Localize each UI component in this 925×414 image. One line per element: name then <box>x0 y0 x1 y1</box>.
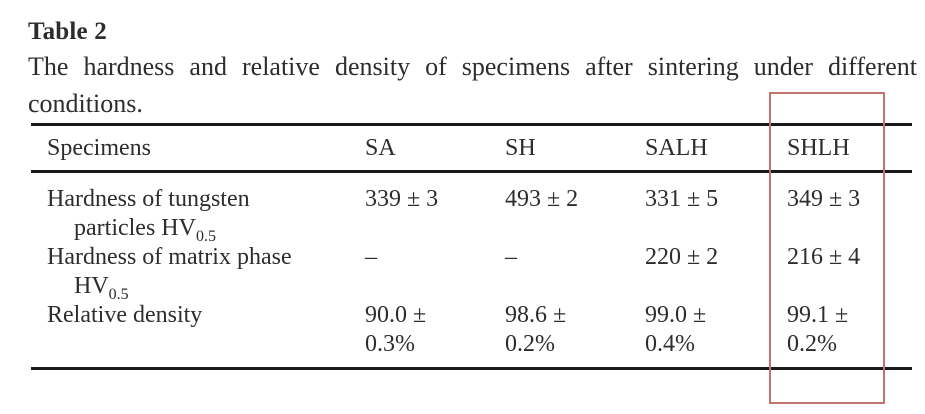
column-header-salh: SALH <box>645 134 708 161</box>
row-label: Hardness of matrix phase HV0.5 <box>31 243 365 303</box>
table-header-row: Specimens SA SH SALH SHLH <box>31 126 912 173</box>
hv-subscript: 0.5 <box>108 285 129 303</box>
table-row-relative-density: Relative density 90.0 ± 0.3% 98.6 ± 0.2%… <box>31 301 912 359</box>
column-header-specimens: Specimens <box>47 134 151 161</box>
column-header-sa: SA <box>365 134 396 161</box>
cell-value-line-1: – <box>505 244 517 270</box>
data-table: Specimens SA SH SALH SHLH Hardness of tu… <box>31 123 912 370</box>
cell-value-line-1: 339 ± 3 <box>365 186 439 212</box>
cell-value-line-1: 331 ± 5 <box>645 186 719 212</box>
row-label: Relative density <box>31 301 365 359</box>
cell-value-line-1: – <box>365 244 377 270</box>
row-label-line-2: particles HV0.5 <box>47 214 365 245</box>
row-label: Hardness of tungsten particles HV0.5 <box>31 185 365 245</box>
cell-value: 98.6 ± 0.2% <box>505 301 645 359</box>
cell-value-line-1: 349 ± 3 <box>787 186 861 212</box>
cell-value: – <box>365 243 505 301</box>
cell-value: – <box>505 243 645 301</box>
cell-value-line-1: 99.1 ± <box>787 302 849 328</box>
row-label-line-2: HV0.5 <box>47 272 365 303</box>
row-label-line-1: Hardness of matrix phase <box>47 244 292 270</box>
cell-value-line-2: 0.2% <box>505 331 555 357</box>
cell-value: 331 ± 5 <box>645 185 787 243</box>
table-title: Table 2 <box>28 18 107 45</box>
cell-value: 493 ± 2 <box>505 185 645 243</box>
table-row-matrix-hardness: Hardness of matrix phase HV0.5 – – 220 ±… <box>31 243 912 303</box>
cell-value: 216 ± 4 <box>787 243 912 301</box>
cell-value: 220 ± 2 <box>645 243 787 301</box>
column-header-shlh: SHLH <box>787 134 850 161</box>
row-label-line-2-text: particles HV <box>74 215 196 241</box>
hv-subscript: 0.5 <box>195 227 216 245</box>
table-caption-line-1: The hardness and relative density of spe… <box>28 52 917 81</box>
cell-value-line-2: 0.2% <box>787 331 837 357</box>
table-body: Hardness of tungsten particles HV0.5 339… <box>31 173 912 367</box>
cell-value-line-2: 0.3% <box>365 331 415 357</box>
table-row-tungsten-hardness: Hardness of tungsten particles HV0.5 339… <box>31 185 912 245</box>
cell-value-line-1: 493 ± 2 <box>505 186 579 212</box>
cell-value-line-1: 98.6 ± <box>505 302 567 328</box>
table-caption-line-2: conditions. <box>28 89 143 118</box>
cell-value-line-1: 90.0 ± <box>365 302 427 328</box>
cell-value: 99.0 ± 0.4% <box>645 301 787 359</box>
cell-value: 349 ± 3 <box>787 185 912 243</box>
column-header-sh: SH <box>505 134 536 161</box>
cell-value-line-2: 0.4% <box>645 331 695 357</box>
cell-value: 339 ± 3 <box>365 185 505 243</box>
row-label-line-1: Relative density <box>47 302 203 328</box>
cell-value: 90.0 ± 0.3% <box>365 301 505 359</box>
cell-value: 99.1 ± 0.2% <box>787 301 912 359</box>
row-label-line-1: Hardness of tungsten <box>47 186 250 212</box>
row-label-line-2-text: HV <box>74 273 109 299</box>
cell-value-line-1: 99.0 ± <box>645 302 707 328</box>
cell-value-line-1: 216 ± 4 <box>787 244 861 270</box>
cell-value-line-1: 220 ± 2 <box>645 244 719 270</box>
